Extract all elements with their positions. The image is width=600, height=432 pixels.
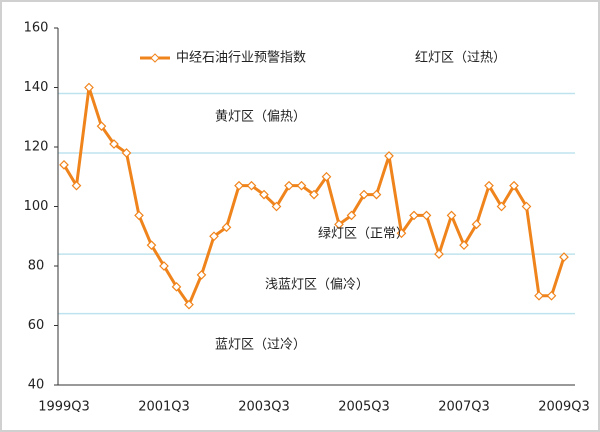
point-marker (521, 201, 532, 212)
point-marker (421, 210, 432, 221)
y-tick-label: 140 (24, 80, 49, 95)
point-marker (346, 210, 357, 221)
point-marker (496, 201, 507, 212)
point-marker (546, 290, 557, 301)
point-marker (296, 180, 307, 191)
y-tick-label: 160 (24, 21, 49, 36)
point-marker (471, 219, 482, 230)
point-marker (409, 210, 419, 221)
point-marker (146, 240, 157, 251)
zone-annotation: 红灯区（过热） (415, 50, 506, 66)
y-tick-label: 80 (28, 259, 45, 274)
point-marker (259, 189, 269, 200)
zone-annotation: 浅蓝灯区（偏冷） (265, 278, 369, 293)
point-marker (271, 201, 282, 212)
zone-annotation: 蓝灯区（过冷） (215, 338, 306, 353)
point-marker (309, 189, 319, 200)
y-tick-label: 40 (28, 378, 45, 393)
point-marker (509, 180, 519, 191)
point-marker (384, 151, 394, 161)
x-tick-label: 2005Q3 (338, 400, 390, 415)
x-tick-label: 2009Q3 (538, 400, 590, 415)
point-marker (559, 252, 569, 262)
point-marker (109, 139, 119, 149)
point-marker (446, 210, 457, 221)
point-marker (334, 219, 344, 230)
point-marker (534, 290, 544, 301)
point-marker (134, 210, 144, 221)
x-tick-label: 2003Q3 (238, 400, 290, 415)
x-tick-label: 1999Q3 (38, 400, 90, 415)
point-marker (284, 180, 294, 191)
x-tick-label: 2001Q3 (138, 400, 190, 415)
point-marker (184, 299, 194, 310)
point-marker (59, 160, 69, 170)
legend-marker (150, 53, 160, 63)
point-marker (96, 121, 107, 132)
point-marker (84, 82, 94, 93)
point-marker (434, 249, 444, 259)
point-marker (459, 240, 469, 251)
point-marker (221, 222, 232, 233)
x-tick-label: 2007Q3 (438, 400, 490, 415)
point-marker (171, 281, 182, 292)
point-marker (246, 180, 257, 191)
point-marker (159, 261, 169, 271)
zone-annotation: 绿灯区（正常） (318, 227, 409, 242)
point-marker (71, 180, 82, 191)
point-marker (209, 231, 219, 242)
point-marker (321, 171, 332, 182)
point-marker (371, 189, 382, 200)
legend-label: 中经石油行业预警指数 (176, 50, 306, 66)
zone-annotation: 黄灯区（偏热） (215, 110, 306, 125)
point-marker (359, 189, 369, 200)
point-marker (121, 148, 132, 158)
point-marker (234, 180, 244, 191)
point-marker (396, 228, 407, 239)
point-marker (196, 270, 207, 280)
y-tick-label: 120 (24, 140, 49, 155)
y-tick-label: 100 (24, 199, 49, 214)
point-marker (484, 180, 494, 191)
y-tick-label: 60 (28, 318, 45, 333)
